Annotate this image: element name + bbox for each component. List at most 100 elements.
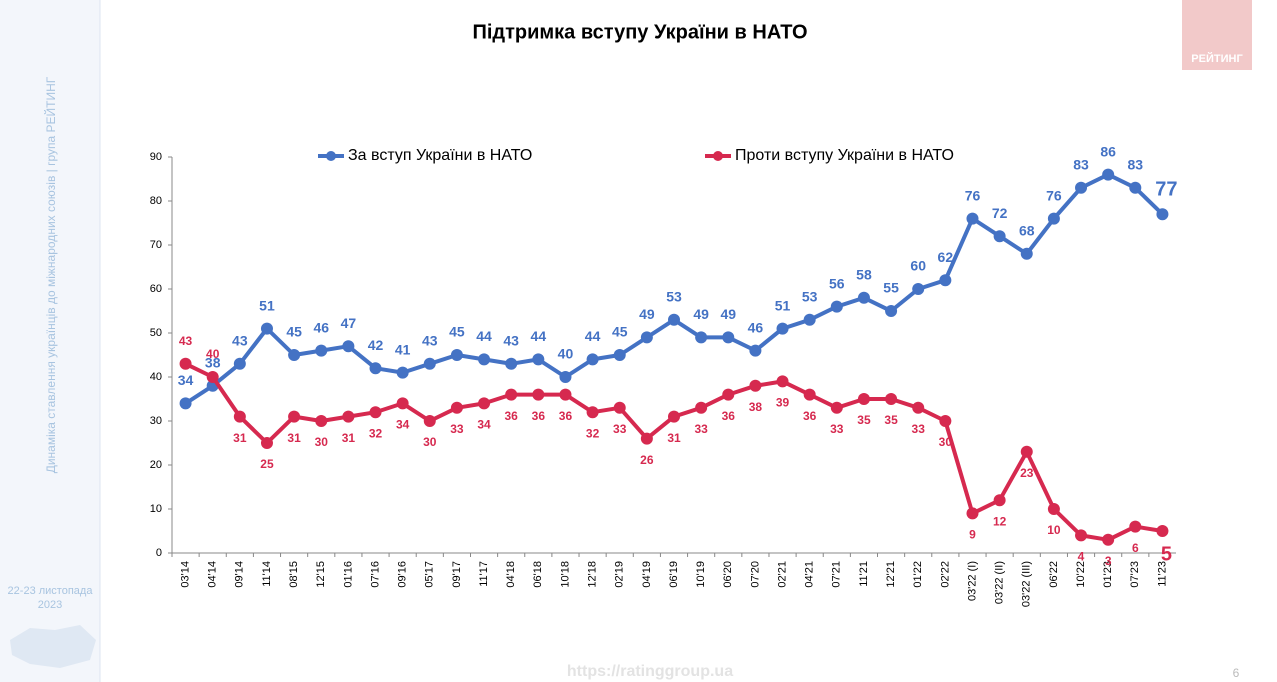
x-tick-label: 07'20 [749,561,761,588]
x-tick-label: 09'17 [451,561,463,588]
point [423,357,436,370]
point [912,283,925,295]
data-label: 31 [342,431,356,445]
data-label: 38 [205,355,221,371]
data-label: 26 [640,453,654,467]
point [993,230,1006,243]
point [532,353,545,366]
data-label: 33 [830,422,844,436]
point [559,388,572,401]
data-label: 60 [910,258,926,274]
data-label: 77 [1155,178,1177,200]
point [640,432,653,445]
point [966,212,979,225]
x-tick-label: 01'22 [912,561,924,588]
x-tick-label: 07'23 [1129,561,1141,588]
point [885,393,898,405]
point [396,397,409,410]
map-icon [10,625,96,668]
x-tick-label: 10'19 [695,561,707,588]
x-tick-label: 01'23 [1102,561,1114,588]
data-label: 56 [829,275,845,291]
data-label: 39 [776,396,790,410]
data-label: 36 [803,409,817,423]
point [450,349,463,361]
data-label: 62 [938,249,954,265]
point [369,406,382,419]
point [830,300,843,313]
data-label: 32 [586,426,600,440]
data-label: 31 [667,431,681,445]
x-tick-label: 07'21 [831,561,843,588]
point [857,393,870,405]
data-label: 45 [449,324,465,340]
x-tick-label: 04'21 [804,561,816,588]
sidebar [0,0,100,682]
data-label: 53 [666,289,682,305]
point [260,437,273,449]
point [1102,533,1115,546]
point [423,415,436,427]
point [586,406,599,419]
logo-box [1182,0,1252,70]
x-tick-label: 03'22 (II) [994,561,1006,604]
point [586,353,599,366]
x-tick-label: 09'16 [397,561,409,588]
point [695,331,708,344]
point [966,507,979,520]
page-number: 6 [1233,666,1240,680]
point [803,388,816,401]
point [315,415,328,427]
data-label: 44 [476,328,492,344]
x-tick-label: 12'15 [315,561,327,588]
data-label: 9 [969,528,976,542]
x-tick-label: 11'17 [478,561,490,587]
point [1156,525,1169,537]
data-label: 41 [395,341,411,357]
data-label: 36 [722,409,736,423]
point [803,313,816,326]
data-label: 30 [315,435,329,449]
x-tick-label: 07'16 [369,561,381,588]
point [722,331,735,344]
y-tick-label: 0 [156,547,162,559]
point [1075,181,1088,194]
point [939,274,952,287]
data-label: 83 [1073,157,1089,173]
x-tick-label: 12'18 [587,561,599,588]
side-text: Динаміка ставлення українців до міжнарод… [43,76,58,473]
chart-title: Підтримка вступу України в НАТО [472,21,807,43]
logo: РЕЙТИНГ [1191,52,1243,65]
point [1047,212,1060,225]
data-label: 45 [612,324,628,340]
data-label: 43 [422,333,438,349]
point [885,305,898,317]
y-tick-label: 40 [150,371,162,383]
data-label: 43 [503,333,519,349]
data-label: 47 [341,315,357,331]
data-label: 40 [206,347,220,361]
point [1075,529,1088,542]
point [179,357,192,370]
series-line [184,362,1163,542]
point [260,322,273,335]
x-tick-label: 02'19 [614,561,626,588]
data-label: 86 [1100,143,1116,159]
point [1020,445,1033,458]
data-label: 76 [965,187,981,203]
data-label: 4 [1078,550,1085,564]
point [830,401,843,414]
data-label: 23 [1020,466,1034,480]
point [939,415,952,427]
point [1156,208,1169,221]
data-label: 55 [883,280,899,296]
data-label: 31 [233,431,247,445]
data-label: 36 [559,409,573,423]
point [722,388,735,401]
point [749,379,762,392]
point [912,401,925,414]
x-tick-label: 12'21 [885,561,897,588]
x-tick-label: 04'14 [207,561,219,588]
data-label: 49 [639,306,655,322]
